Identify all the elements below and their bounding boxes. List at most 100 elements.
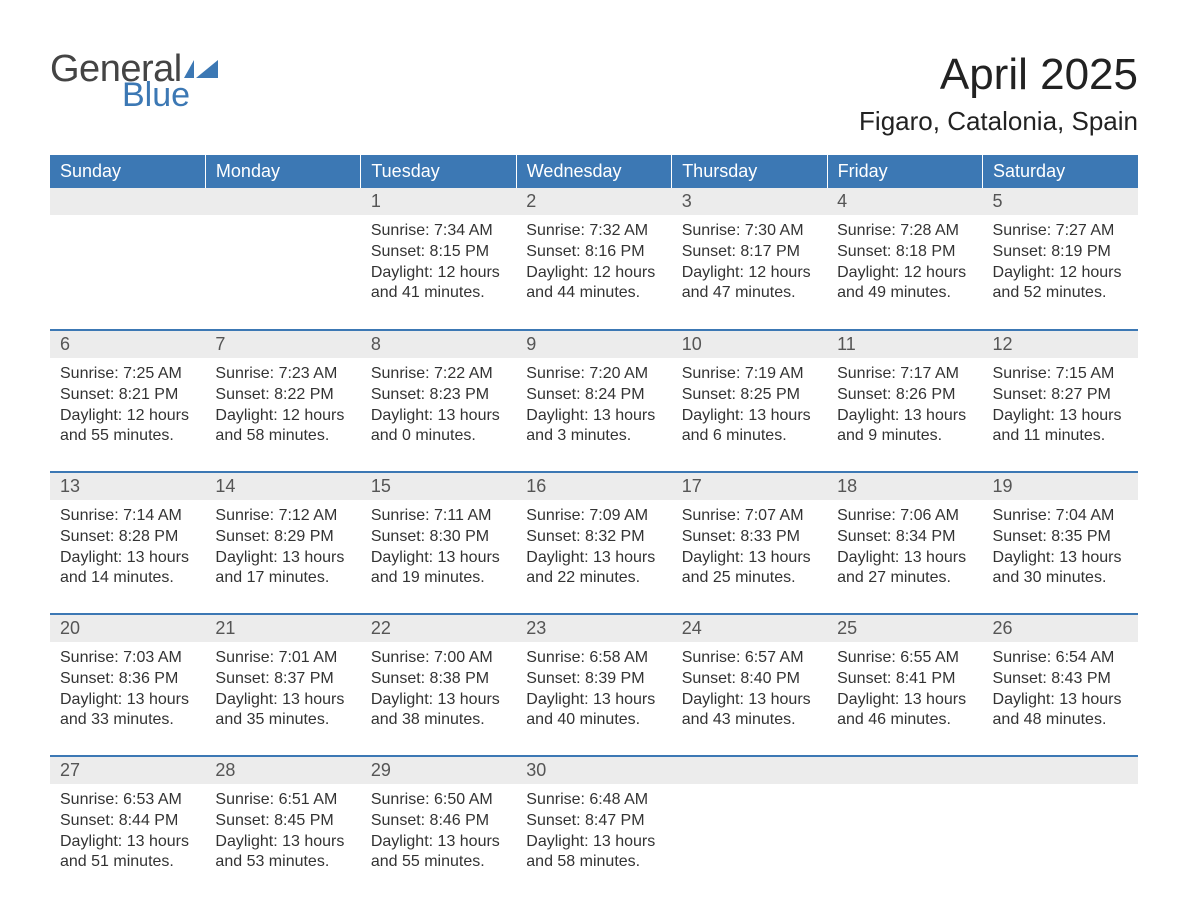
day-content: Sunrise: 6:50 AMSunset: 8:46 PMDaylight:… (361, 784, 516, 873)
sunrise-text: Sunrise: 6:58 AM (526, 648, 661, 669)
day-number: 3 (672, 188, 827, 215)
sunset-text: Sunset: 8:18 PM (837, 242, 972, 263)
calendar-day-cell: 20Sunrise: 7:03 AMSunset: 8:36 PMDayligh… (50, 614, 205, 756)
daylight-text-1: Daylight: 12 hours (60, 406, 195, 427)
sunrise-text: Sunrise: 7:03 AM (60, 648, 195, 669)
daylight-text-1: Daylight: 13 hours (526, 690, 661, 711)
sunset-text: Sunset: 8:34 PM (837, 527, 972, 548)
weekday-header: Thursday (672, 155, 827, 188)
daylight-text-2: and 47 minutes. (682, 283, 817, 304)
sunrise-text: Sunrise: 7:25 AM (60, 364, 195, 385)
day-number: 16 (516, 473, 671, 500)
day-content: Sunrise: 7:32 AMSunset: 8:16 PMDaylight:… (516, 215, 671, 304)
day-number: 13 (50, 473, 205, 500)
sunrise-text: Sunrise: 7:15 AM (993, 364, 1128, 385)
calendar-day-cell: 28Sunrise: 6:51 AMSunset: 8:45 PMDayligh… (205, 756, 360, 898)
day-content (672, 784, 827, 790)
daylight-text-1: Daylight: 13 hours (526, 832, 661, 853)
day-number: 9 (516, 331, 671, 358)
sunrise-text: Sunrise: 7:04 AM (993, 506, 1128, 527)
day-content: Sunrise: 6:51 AMSunset: 8:45 PMDaylight:… (205, 784, 360, 873)
sunrise-text: Sunrise: 7:06 AM (837, 506, 972, 527)
sunrise-text: Sunrise: 7:22 AM (371, 364, 506, 385)
daylight-text-1: Daylight: 13 hours (837, 406, 972, 427)
sunset-text: Sunset: 8:24 PM (526, 385, 661, 406)
day-content: Sunrise: 7:30 AMSunset: 8:17 PMDaylight:… (672, 215, 827, 304)
day-number: 10 (672, 331, 827, 358)
day-number: 7 (205, 331, 360, 358)
sunrise-text: Sunrise: 7:32 AM (526, 221, 661, 242)
calendar-day-cell: 10Sunrise: 7:19 AMSunset: 8:25 PMDayligh… (672, 330, 827, 472)
daylight-text-2: and 3 minutes. (526, 426, 661, 447)
calendar-day-cell: 26Sunrise: 6:54 AMSunset: 8:43 PMDayligh… (983, 614, 1138, 756)
daylight-text-2: and 51 minutes. (60, 852, 195, 873)
page-title: April 2025 (859, 50, 1138, 100)
calendar-day-cell: 8 Sunrise: 7:22 AMSunset: 8:23 PMDaylight… (361, 330, 516, 472)
day-number: 6 (50, 331, 205, 358)
sunrise-text: Sunrise: 7:19 AM (682, 364, 817, 385)
sunset-text: Sunset: 8:19 PM (993, 242, 1128, 263)
day-content: Sunrise: 7:23 AMSunset: 8:22 PMDaylight:… (205, 358, 360, 447)
day-number: 26 (983, 615, 1138, 642)
sunset-text: Sunset: 8:22 PM (215, 385, 350, 406)
daylight-text-1: Daylight: 13 hours (682, 406, 817, 427)
day-number: 28 (205, 757, 360, 784)
daylight-text-2: and 30 minutes. (993, 568, 1128, 589)
sunset-text: Sunset: 8:23 PM (371, 385, 506, 406)
sunrise-text: Sunrise: 7:27 AM (993, 221, 1128, 242)
sunrise-text: Sunrise: 7:23 AM (215, 364, 350, 385)
weekday-header: Wednesday (516, 155, 671, 188)
sunset-text: Sunset: 8:26 PM (837, 385, 972, 406)
daylight-text-2: and 55 minutes. (371, 852, 506, 873)
daylight-text-1: Daylight: 13 hours (215, 548, 350, 569)
sunset-text: Sunset: 8:47 PM (526, 811, 661, 832)
daylight-text-2: and 27 minutes. (837, 568, 972, 589)
daylight-text-2: and 17 minutes. (215, 568, 350, 589)
daylight-text-2: and 58 minutes. (526, 852, 661, 873)
logo-text-bottom: Blue (122, 78, 218, 112)
daylight-text-2: and 35 minutes. (215, 710, 350, 731)
sunrise-text: Sunrise: 7:12 AM (215, 506, 350, 527)
sunset-text: Sunset: 8:33 PM (682, 527, 817, 548)
daylight-text-2: and 6 minutes. (682, 426, 817, 447)
sunset-text: Sunset: 8:45 PM (215, 811, 350, 832)
day-number: 15 (361, 473, 516, 500)
sunrise-text: Sunrise: 6:50 AM (371, 790, 506, 811)
day-number: 8 (361, 331, 516, 358)
day-content: Sunrise: 7:19 AMSunset: 8:25 PMDaylight:… (672, 358, 827, 447)
calendar-day-cell: 5Sunrise: 7:27 AMSunset: 8:19 PMDaylight… (983, 188, 1138, 330)
calendar-day-cell: 14Sunrise: 7:12 AMSunset: 8:29 PMDayligh… (205, 472, 360, 614)
day-number: 11 (827, 331, 982, 358)
day-number: 24 (672, 615, 827, 642)
daylight-text-1: Daylight: 13 hours (371, 406, 506, 427)
sunset-text: Sunset: 8:25 PM (682, 385, 817, 406)
day-number: 18 (827, 473, 982, 500)
day-number: 19 (983, 473, 1138, 500)
sunset-text: Sunset: 8:21 PM (60, 385, 195, 406)
day-content: Sunrise: 6:55 AMSunset: 8:41 PMDaylight:… (827, 642, 982, 731)
sunrise-text: Sunrise: 7:20 AM (526, 364, 661, 385)
daylight-text-1: Daylight: 12 hours (215, 406, 350, 427)
daylight-text-1: Daylight: 13 hours (837, 548, 972, 569)
day-content: Sunrise: 7:17 AMSunset: 8:26 PMDaylight:… (827, 358, 982, 447)
calendar-day-cell: 3Sunrise: 7:30 AMSunset: 8:17 PMDaylight… (672, 188, 827, 330)
day-content: Sunrise: 7:07 AMSunset: 8:33 PMDaylight:… (672, 500, 827, 589)
sunrise-text: Sunrise: 7:09 AM (526, 506, 661, 527)
daylight-text-2: and 0 minutes. (371, 426, 506, 447)
day-content: Sunrise: 6:57 AMSunset: 8:40 PMDaylight:… (672, 642, 827, 731)
calendar-day-cell: 18 Sunrise: 7:06 AMSunset: 8:34 PMDayligh… (827, 472, 982, 614)
day-content: Sunrise: 7:11 AMSunset: 8:30 PMDaylight:… (361, 500, 516, 589)
daylight-text-1: Daylight: 13 hours (215, 832, 350, 853)
day-content: Sunrise: 7:20 AMSunset: 8:24 PMDaylight:… (516, 358, 671, 447)
day-content: Sunrise: 6:53 AMSunset: 8:44 PMDaylight:… (50, 784, 205, 873)
daylight-text-1: Daylight: 13 hours (215, 690, 350, 711)
daylight-text-1: Daylight: 12 hours (371, 263, 506, 284)
daylight-text-1: Daylight: 12 hours (526, 263, 661, 284)
daylight-text-2: and 43 minutes. (682, 710, 817, 731)
sunset-text: Sunset: 8:46 PM (371, 811, 506, 832)
day-number: 5 (983, 188, 1138, 215)
calendar-day-cell (50, 188, 205, 330)
daylight-text-2: and 19 minutes. (371, 568, 506, 589)
day-content (983, 784, 1138, 790)
sunrise-text: Sunrise: 6:54 AM (993, 648, 1128, 669)
